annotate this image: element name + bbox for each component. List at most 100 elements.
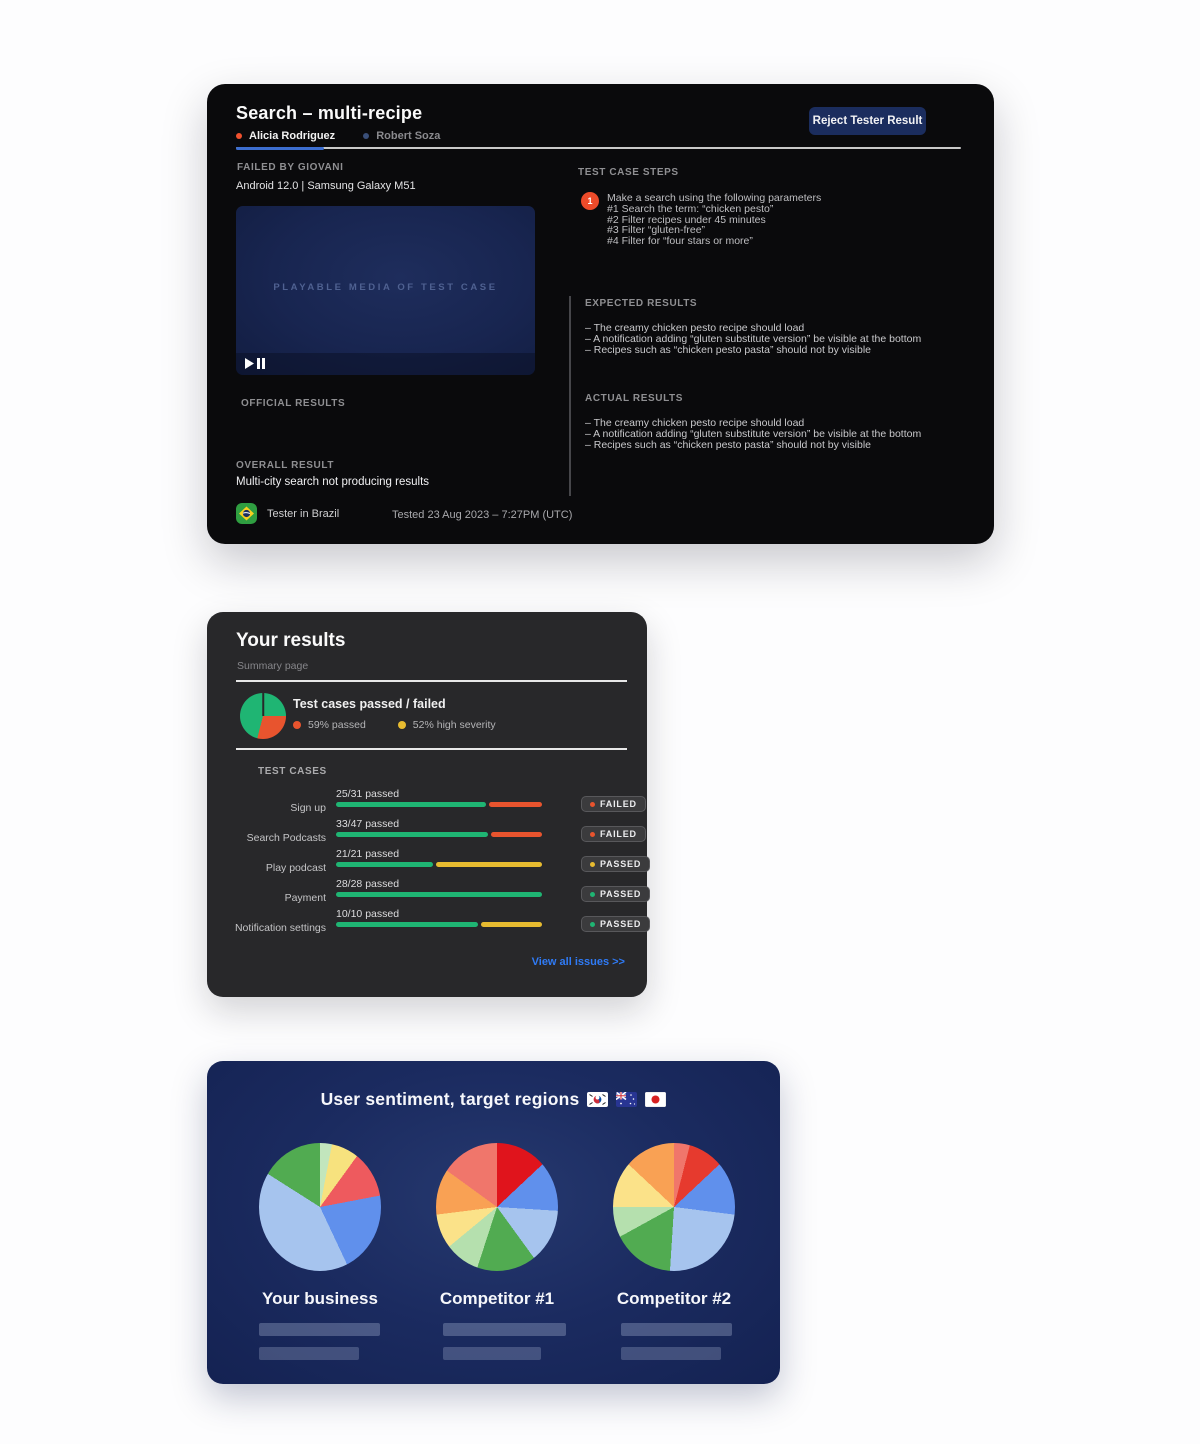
sentiment-header: User sentiment, target regions: [207, 1089, 780, 1110]
australia-flag-icon: [616, 1092, 638, 1107]
status-dot-icon: [590, 831, 595, 837]
progress-bar: [336, 832, 542, 837]
status-dot-icon: [590, 801, 595, 807]
competitor-1-pie-chart: [436, 1143, 558, 1271]
status-text: FAILED: [600, 799, 637, 809]
expected-line: – A notification adding “gluten substitu…: [585, 332, 922, 345]
reject-tester-result-button[interactable]: Reject Tester Result: [809, 107, 926, 135]
test-case-name: Notification settings: [234, 922, 326, 934]
test-case-name: Play podcast: [265, 862, 326, 874]
legend-label: 52% high severity: [412, 719, 496, 731]
passed-count: 25/31 passed: [336, 788, 400, 800]
tester-location: Tester in Brazil: [267, 507, 340, 520]
placeholder-bar: [621, 1323, 732, 1336]
test-case-row: Notification settings 10/10 passed PASSE…: [207, 908, 651, 938]
competitor-2-column: Competitor #2: [594, 1143, 754, 1360]
your-business-column: Your business: [240, 1143, 400, 1360]
step-line: Make a search using the following parame…: [607, 192, 822, 204]
placeholder-bar: [621, 1347, 721, 1360]
test-case-media-player[interactable]: PLAYABLE MEDIA OF TEST CASE: [236, 206, 535, 375]
status-text: PASSED: [600, 859, 642, 869]
status-text: FAILED: [600, 829, 637, 839]
brazil-flag-icon: [236, 503, 257, 524]
south-korea-flag-icon: [587, 1092, 609, 1107]
actual-line: – A notification adding “gluten substitu…: [585, 427, 922, 440]
test-cases-section-label: TEST CASES: [258, 766, 327, 777]
play-pause-icon[interactable]: [245, 357, 267, 370]
overall-result-text: Multi-city search not producing results: [236, 476, 430, 488]
status-badge: FAILED: [581, 826, 646, 842]
tester-dot-icon: [363, 133, 370, 139]
legend-dot-icon: [293, 721, 301, 729]
device-info: Android 12.0 | Samsung Galaxy M51: [236, 180, 416, 192]
expected-results-label: EXPECTED RESULTS: [585, 298, 698, 309]
status-text: PASSED: [600, 889, 642, 899]
progress-bar: [336, 862, 542, 867]
progress-bar: [336, 802, 542, 807]
legend-item-severity: 52% high severity: [397, 719, 496, 731]
user-sentiment-card: User sentiment, target regions: [207, 1061, 780, 1384]
media-placeholder-label: PLAYABLE MEDIA OF TEST CASE: [273, 282, 498, 293]
tab-label: Robert Soza: [376, 130, 441, 142]
tester-info: Tester in Brazil: [236, 503, 339, 524]
passed-count: 33/47 passed: [336, 818, 400, 830]
status-badge: PASSED: [581, 856, 651, 872]
pie-label: Competitor #1: [439, 1289, 555, 1308]
placeholder-bar: [443, 1347, 541, 1360]
status-dot-icon: [590, 891, 595, 897]
legend-label: 59% passed: [308, 719, 366, 731]
actual-results: – The creamy chicken pesto recipe should…: [585, 418, 921, 451]
competitor-1-column: Competitor #1: [417, 1143, 577, 1360]
step-line: #1 Search the term: “chicken pesto”: [607, 202, 774, 215]
results-subtitle: Summary page: [237, 660, 309, 672]
step-line: #4 Filter for “four stars or more”: [607, 235, 753, 248]
passed-count: 28/28 passed: [336, 878, 400, 890]
japan-flag-icon: [645, 1092, 667, 1107]
test-result-card: Search – multi-recipe Reject Tester Resu…: [207, 84, 994, 544]
divider: [236, 680, 627, 682]
status-badge: PASSED: [581, 886, 651, 902]
progress-bar: [336, 892, 542, 897]
view-all-issues-link[interactable]: View all issues >>: [531, 956, 625, 968]
step-line: #3 Filter “gluten-free”: [607, 224, 706, 237]
tester-tabs: Alicia Rodriguez Robert Soza: [236, 130, 440, 142]
tab-label: Alicia Rodriguez: [249, 130, 336, 142]
pie-label: Your business: [262, 1289, 378, 1308]
test-case-row: Payment 28/28 passed PASSED: [207, 878, 651, 908]
tab-alicia-rodriguez[interactable]: Alicia Rodriguez: [236, 130, 335, 142]
overall-result-label: OVERALL RESULT: [236, 460, 335, 471]
tab-robert-soza[interactable]: Robert Soza: [363, 130, 440, 142]
divider: [236, 748, 627, 750]
results-divider: [569, 296, 571, 496]
active-tab-indicator: [236, 146, 324, 150]
placeholder-bar: [259, 1323, 380, 1336]
expected-line: – The creamy chicken pesto recipe should…: [585, 322, 805, 334]
test-case-name: Search Podcasts: [246, 832, 326, 844]
your-results-card: Your results Summary page Test cases pas…: [207, 612, 651, 997]
your-business-pie-chart: [259, 1143, 381, 1271]
actual-line: – The creamy chicken pesto recipe should…: [585, 417, 805, 429]
page-title: Search – multi-recipe: [236, 103, 423, 123]
actual-line: – Recipes such as “chicken pesto pasta” …: [585, 438, 871, 451]
summary-chart-title: Test cases passed / failed: [293, 697, 446, 711]
status-badge: PASSED: [581, 916, 651, 932]
expected-line: – Recipes such as “chicken pesto pasta” …: [585, 343, 871, 356]
test-case-name: Sign up: [290, 802, 326, 814]
pie-slice-divider: [262, 693, 264, 716]
test-case-row: Sign up 25/31 passed FAILED: [207, 788, 647, 818]
passed-count: 21/21 passed: [336, 848, 400, 860]
media-controls-bar: [236, 353, 535, 375]
step-number-badge: 1: [581, 192, 599, 210]
placeholder-text-bars: [259, 1323, 400, 1360]
placeholder-text-bars: [443, 1323, 577, 1360]
sentiment-title: User sentiment, target regions: [320, 1089, 580, 1109]
placeholder-text-bars: [621, 1323, 754, 1360]
passed-failed-pie-chart: [240, 693, 286, 739]
pie-label: Competitor #2: [616, 1289, 732, 1308]
placeholder-bar: [443, 1323, 566, 1336]
test-case-steps: Make a search using the following parame…: [607, 193, 821, 247]
passed-count: 10/10 passed: [336, 908, 400, 920]
failed-by-label: FAILED BY GIOVANI: [237, 162, 344, 173]
expected-results: – The creamy chicken pesto recipe should…: [585, 323, 921, 356]
